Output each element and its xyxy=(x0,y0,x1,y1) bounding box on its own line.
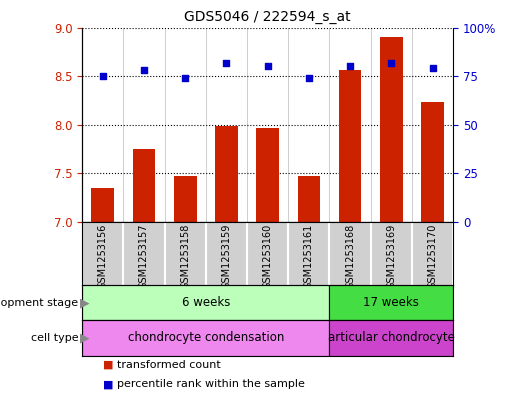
Text: transformed count: transformed count xyxy=(117,360,220,369)
Text: articular chondrocyte: articular chondrocyte xyxy=(328,331,455,345)
Text: GSM1253170: GSM1253170 xyxy=(428,224,438,289)
Text: development stage: development stage xyxy=(0,298,78,308)
Text: cell type: cell type xyxy=(31,333,78,343)
Text: chondrocyte condensation: chondrocyte condensation xyxy=(128,331,284,345)
Bar xyxy=(82,320,330,356)
Text: GSM1253158: GSM1253158 xyxy=(180,224,190,289)
Point xyxy=(428,65,437,72)
Title: GDS5046 / 222594_s_at: GDS5046 / 222594_s_at xyxy=(184,10,351,24)
Text: 17 weeks: 17 weeks xyxy=(364,296,419,309)
Text: GSM1253169: GSM1253169 xyxy=(386,224,396,289)
Text: GSM1253160: GSM1253160 xyxy=(263,224,272,289)
Bar xyxy=(132,149,155,222)
Point xyxy=(140,67,148,73)
Point xyxy=(263,63,272,70)
Text: ▶: ▶ xyxy=(80,296,89,309)
Text: ■: ■ xyxy=(103,360,114,369)
Point xyxy=(222,59,231,66)
Text: GSM1253156: GSM1253156 xyxy=(98,224,108,289)
Bar xyxy=(82,285,330,320)
Point xyxy=(346,63,355,70)
Bar xyxy=(257,128,279,222)
Bar xyxy=(330,320,453,356)
Bar xyxy=(297,176,320,222)
Text: ▶: ▶ xyxy=(80,331,89,345)
Text: GSM1253159: GSM1253159 xyxy=(222,224,232,289)
Bar xyxy=(92,188,114,222)
Point xyxy=(305,75,313,81)
Bar xyxy=(421,103,444,222)
Text: ■: ■ xyxy=(103,379,114,389)
Text: GSM1253157: GSM1253157 xyxy=(139,224,149,289)
Text: GSM1253168: GSM1253168 xyxy=(345,224,355,289)
Bar xyxy=(380,37,403,222)
Text: GSM1253161: GSM1253161 xyxy=(304,224,314,289)
Bar xyxy=(330,285,453,320)
Point xyxy=(99,73,107,79)
Text: 6 weeks: 6 weeks xyxy=(182,296,230,309)
Point xyxy=(181,75,189,81)
Point xyxy=(387,59,395,66)
Bar xyxy=(174,176,197,222)
Bar xyxy=(339,70,361,222)
Text: percentile rank within the sample: percentile rank within the sample xyxy=(117,379,304,389)
Bar xyxy=(215,126,238,222)
